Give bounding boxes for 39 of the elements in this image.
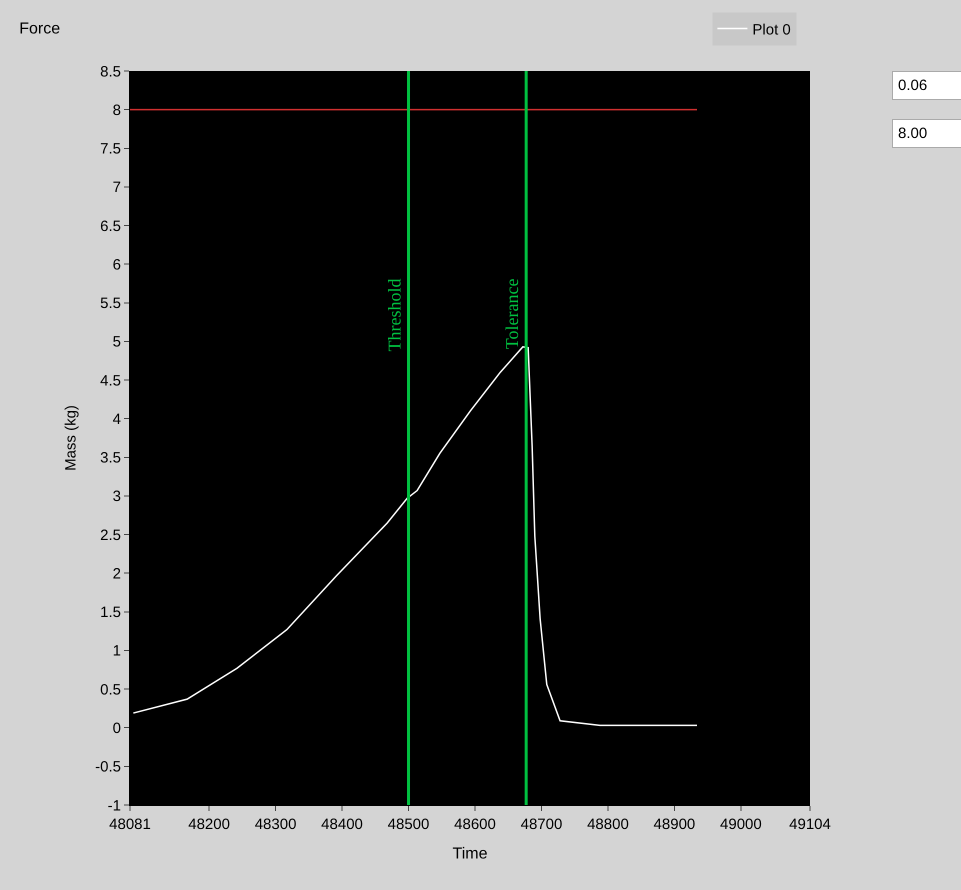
y-tick-label: 3: [112, 488, 121, 506]
x-tick-label: 48900: [654, 816, 696, 833]
y-tick-label: 4.5: [100, 372, 121, 390]
y-axis-title: Mass (kg): [62, 405, 80, 471]
y-tick-label: 5.5: [100, 295, 121, 312]
y-tick-label: -1: [108, 797, 121, 814]
y-tick-label: -0.5: [95, 758, 121, 776]
y-tick-label: 0: [112, 720, 121, 737]
y-tick-label: 0.5: [100, 681, 121, 698]
x-tick-label: 48081: [109, 816, 151, 833]
ref-line-label: Threshold: [384, 278, 404, 352]
ref-line-label: Tolerance: [502, 278, 522, 350]
x-tick-label: 48600: [454, 816, 496, 833]
y-tick-label: 8.5: [100, 63, 121, 80]
x-tick-label: 49104: [789, 816, 831, 833]
y-tick-label: 6: [112, 256, 121, 274]
legend-label: Plot 0: [752, 21, 791, 38]
text: 0.06: [898, 77, 928, 94]
x-axis-title: Time: [452, 846, 488, 863]
y-tick-label: 1.5: [100, 604, 121, 622]
y-tick-label: 8: [112, 102, 121, 119]
y-tick-label: 2: [112, 565, 121, 582]
x-tick-label: 48200: [188, 816, 230, 833]
y-tick-label: 6.5: [100, 218, 121, 235]
y-tick-label: 4: [112, 410, 121, 428]
y-tick-label: 5: [112, 334, 121, 351]
x-tick-label: 48400: [321, 816, 363, 833]
x-tick-label: 48800: [587, 816, 629, 833]
y-tick-label: 2.5: [100, 526, 121, 544]
y-tick-label: 1: [112, 642, 121, 660]
y-tick-label: 7: [112, 179, 121, 196]
text: 8.00: [898, 125, 928, 142]
x-tick-label: 48300: [254, 816, 296, 833]
chart-title: Force: [19, 20, 60, 38]
x-tick-label: 48700: [520, 816, 562, 833]
y-tick-label: 7.5: [100, 140, 121, 158]
x-tick-label: 49000: [720, 816, 762, 833]
x-tick-label: 48500: [388, 816, 430, 833]
y-tick-label: 3.5: [100, 450, 121, 467]
